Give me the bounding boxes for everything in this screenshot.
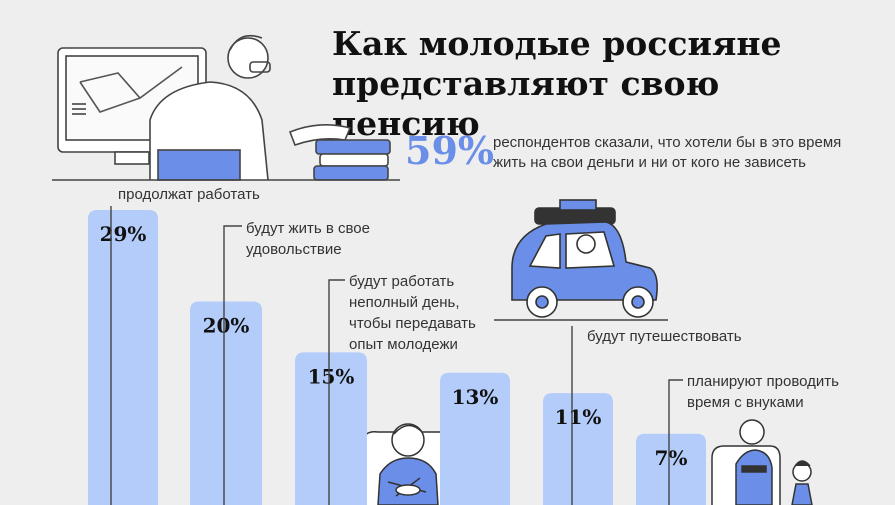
category-label-line: время с внуками	[687, 394, 804, 411]
category-label-line: чтобы передавать	[349, 315, 476, 332]
bar-1	[190, 301, 262, 505]
category-label-line: удовольствие	[246, 241, 342, 258]
category-label-4: будут путешествовать	[587, 326, 742, 347]
bar-value-label-3: 13%	[452, 385, 499, 409]
chart-title: Как молодые россияне представляют свою п…	[332, 24, 782, 143]
category-label-line: будут работать	[349, 273, 455, 290]
highlight-text: респондентов сказали, что хотели бы в эт…	[493, 134, 842, 171]
bar-5	[636, 433, 706, 505]
bar-3	[440, 372, 510, 505]
bar-2	[295, 352, 367, 505]
bar-value-label-1: 20%	[203, 314, 250, 338]
bar-4	[543, 393, 613, 505]
category-label-5: планируют проводить время с внуками	[687, 371, 839, 413]
office-worker-illustration	[52, 34, 400, 181]
leader-line-2	[328, 279, 345, 505]
category-label-line: опыт молодежи	[349, 336, 458, 353]
category-label-line: будут жить в свое	[246, 220, 370, 237]
car-illustration	[494, 199, 668, 321]
bar-value-label-2: 15%	[308, 364, 355, 388]
category-label-line: планируют проводить	[687, 373, 839, 390]
highlight-percent: 59%	[405, 128, 494, 173]
grandmother-knitting-illustration	[361, 423, 461, 505]
bar-value-label-4: 11%	[555, 405, 602, 429]
category-label-1: будут жить в свое удовольствие	[246, 218, 370, 260]
bar-0	[88, 210, 158, 505]
leader-line-5	[668, 379, 683, 505]
leader-line-1	[223, 225, 242, 505]
category-label-line: неполный день,	[349, 294, 460, 311]
bar-value-label-5: 7%	[655, 446, 688, 470]
category-label-2: будут работать неполный день, чтобы переда…	[349, 271, 476, 355]
category-label-line: продолжат работать	[118, 186, 260, 203]
category-label-line: будут путешествовать	[587, 328, 742, 345]
grandfather-with-grandchild-illustration	[711, 419, 813, 505]
bar-value-label-0: 29%	[100, 222, 147, 246]
category-label-0: продолжат работать	[118, 184, 260, 205]
